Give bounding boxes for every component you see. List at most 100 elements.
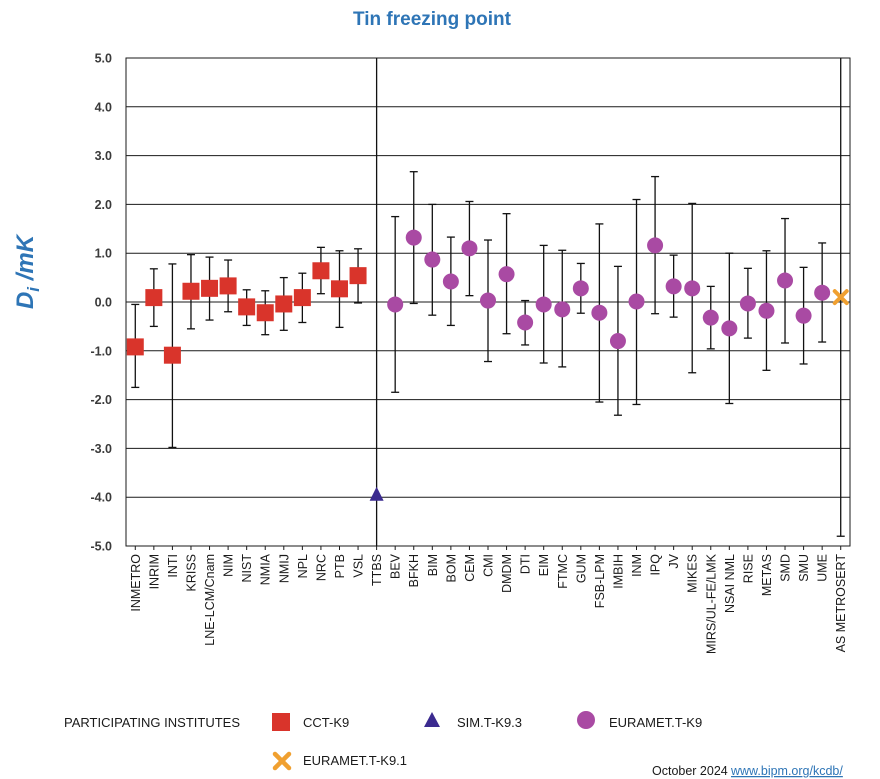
x-tick-labels: INMETRO INRIM INTI KRISS LNE-LCM/Cnam NIM NIST… bbox=[129, 553, 848, 654]
data-point-npl bbox=[293, 289, 311, 307]
data-point-gum bbox=[572, 280, 589, 297]
y-tick-label: 2.0 bbox=[95, 198, 112, 212]
x-tick-label-nist: NIST bbox=[240, 554, 254, 583]
data-point-dti bbox=[517, 314, 534, 331]
data-point-rise bbox=[739, 295, 756, 312]
y-tick-label: -3.0 bbox=[90, 442, 112, 456]
y-tick-labels: 5.0 4.0 3.0 2.0 1.0 0.0 -1.0 -2.0 -3.0 -4.0 -5.0 bbox=[90, 52, 112, 554]
x-tick-label-mirs-ul-fe-lmk: MIRS/UL-FE/LMK bbox=[704, 553, 718, 654]
legend-triangle-icon bbox=[424, 712, 440, 727]
data-point-ume bbox=[814, 284, 831, 301]
x-tick-label-vsl: VSL bbox=[352, 554, 366, 578]
x-tick-label-gum: GUM bbox=[574, 554, 588, 583]
y-tick-label: 4.0 bbox=[95, 100, 112, 114]
data-point-inmetro bbox=[126, 338, 144, 356]
x-tick-label-inrim: INRIM bbox=[147, 554, 161, 589]
x-tick-label-mikes: MIKES bbox=[686, 554, 700, 593]
y-tick-label: 1.0 bbox=[95, 247, 112, 261]
x-tick-label-ftmc: FTMC bbox=[556, 554, 570, 589]
data-point-ipq bbox=[647, 237, 664, 254]
data-point-nmia bbox=[256, 304, 274, 322]
x-tick-label-smu: SMU bbox=[797, 554, 811, 582]
x-tick-label-ume: UME bbox=[816, 554, 830, 582]
x-tick-label-kriss: KRISS bbox=[184, 554, 198, 592]
x-tick-label-bom: BOM bbox=[444, 554, 458, 582]
legend-label-euramet-t-k9-1: EURAMET.T-K9.1 bbox=[303, 753, 407, 768]
x-tick-label-as-metrosert: AS METROSERT bbox=[834, 554, 848, 653]
y-tick-label: -4.0 bbox=[90, 491, 112, 505]
data-point-metas bbox=[758, 302, 775, 319]
y-axis-label: Di /mK bbox=[12, 233, 43, 309]
x-tick-label-ipq: IPQ bbox=[649, 554, 663, 576]
data-point-cem bbox=[461, 240, 478, 257]
x-tick-label-inmetro: INMETRO bbox=[129, 554, 143, 612]
legend-square-icon bbox=[272, 713, 290, 731]
y-tick-label: 3.0 bbox=[95, 149, 112, 163]
data-point-bfkh bbox=[405, 229, 422, 246]
data-point-cmi bbox=[480, 292, 496, 309]
data-point-inti bbox=[163, 346, 181, 364]
data-point-inrim bbox=[145, 289, 163, 307]
x-tick-label-cmi: CMI bbox=[482, 554, 496, 577]
x-tick-label-inm: INM bbox=[630, 554, 644, 577]
x-tick-label-nim: NIM bbox=[222, 554, 236, 577]
y-tick-label: -5.0 bbox=[90, 540, 112, 554]
x-tick-label-smd: SMD bbox=[779, 554, 793, 582]
x-tick-label-bev: BEV bbox=[389, 553, 403, 579]
data-point-ttbs bbox=[369, 486, 384, 501]
data-point-bev bbox=[387, 296, 404, 313]
y-tick-label: -1.0 bbox=[90, 344, 112, 358]
data-markers bbox=[126, 229, 849, 501]
x-tick-label-ttbs: TTBS bbox=[370, 554, 384, 586]
data-point-as-metrosert bbox=[832, 289, 849, 306]
x-tick-label-bim: BIM bbox=[426, 554, 440, 576]
y-tick-label: 0.0 bbox=[95, 296, 112, 310]
y-axis-label-main: D bbox=[12, 292, 39, 309]
data-point-bim bbox=[424, 251, 441, 268]
x-tick-label-lne-lcm-cnam: LNE-LCM/Cnam bbox=[203, 554, 217, 646]
footer-link[interactable]: www.bipm.org/kcdb/ bbox=[730, 764, 843, 778]
data-point-nist bbox=[238, 298, 256, 316]
data-point-imbih bbox=[609, 333, 626, 350]
y-tick-label: -2.0 bbox=[90, 393, 112, 407]
x-tick-label-ptb: PTB bbox=[333, 554, 347, 578]
data-point-mirs-ul-fe-lmk bbox=[702, 309, 719, 326]
x-tick-label-nmij: NMIJ bbox=[277, 554, 291, 583]
data-point-inm bbox=[628, 293, 645, 310]
legend-label-euramet-t-k9: EURAMET.T-K9 bbox=[609, 715, 702, 730]
x-tick-label-nsai-nml: NSAI NML bbox=[723, 554, 737, 613]
data-point-smu bbox=[795, 307, 812, 324]
data-point-dmdm bbox=[498, 266, 515, 283]
data-point-mikes bbox=[684, 280, 701, 297]
data-point-lne-lcm-cnam bbox=[201, 279, 219, 297]
data-point-nim bbox=[219, 277, 237, 295]
x-tick-label-jv: JV bbox=[667, 553, 681, 568]
data-point-kriss bbox=[182, 282, 200, 300]
legend-cross-icon bbox=[272, 751, 292, 771]
data-point-vsl bbox=[349, 267, 367, 285]
data-point-fsb-lpm bbox=[591, 304, 608, 321]
x-tick-label-cem: CEM bbox=[463, 554, 477, 582]
data-point-nsai-nml bbox=[721, 320, 738, 337]
data-point-jv bbox=[665, 278, 682, 295]
x-tick-label-metas: METAS bbox=[760, 554, 774, 596]
x-tick-label-npl: NPL bbox=[296, 554, 310, 578]
x-tick-label-dmdm: DMDM bbox=[500, 554, 514, 593]
data-point-nrc bbox=[312, 262, 330, 280]
x-tick-label-imbih: IMBIH bbox=[611, 554, 625, 589]
legend-heading: PARTICIPATING INSTITUTES bbox=[64, 715, 240, 730]
x-tick-label-rise: RISE bbox=[741, 554, 755, 583]
data-point-smd bbox=[777, 272, 794, 289]
y-tick-label: 5.0 bbox=[95, 52, 112, 66]
data-point-ptb bbox=[330, 280, 348, 298]
data-point-eim bbox=[535, 296, 552, 313]
data-point-ftmc bbox=[554, 301, 571, 318]
footer-date: October 2024 bbox=[652, 764, 728, 778]
legend-label-cct-k9: CCT-K9 bbox=[303, 715, 349, 730]
chart-title: Tin freezing point bbox=[353, 9, 512, 30]
data-point-nmij bbox=[275, 295, 293, 313]
y-axis-label-sub: i bbox=[24, 286, 43, 292]
x-tick-label-dti: DTI bbox=[519, 554, 533, 574]
y-axis-label-unit: /mK bbox=[12, 233, 39, 287]
